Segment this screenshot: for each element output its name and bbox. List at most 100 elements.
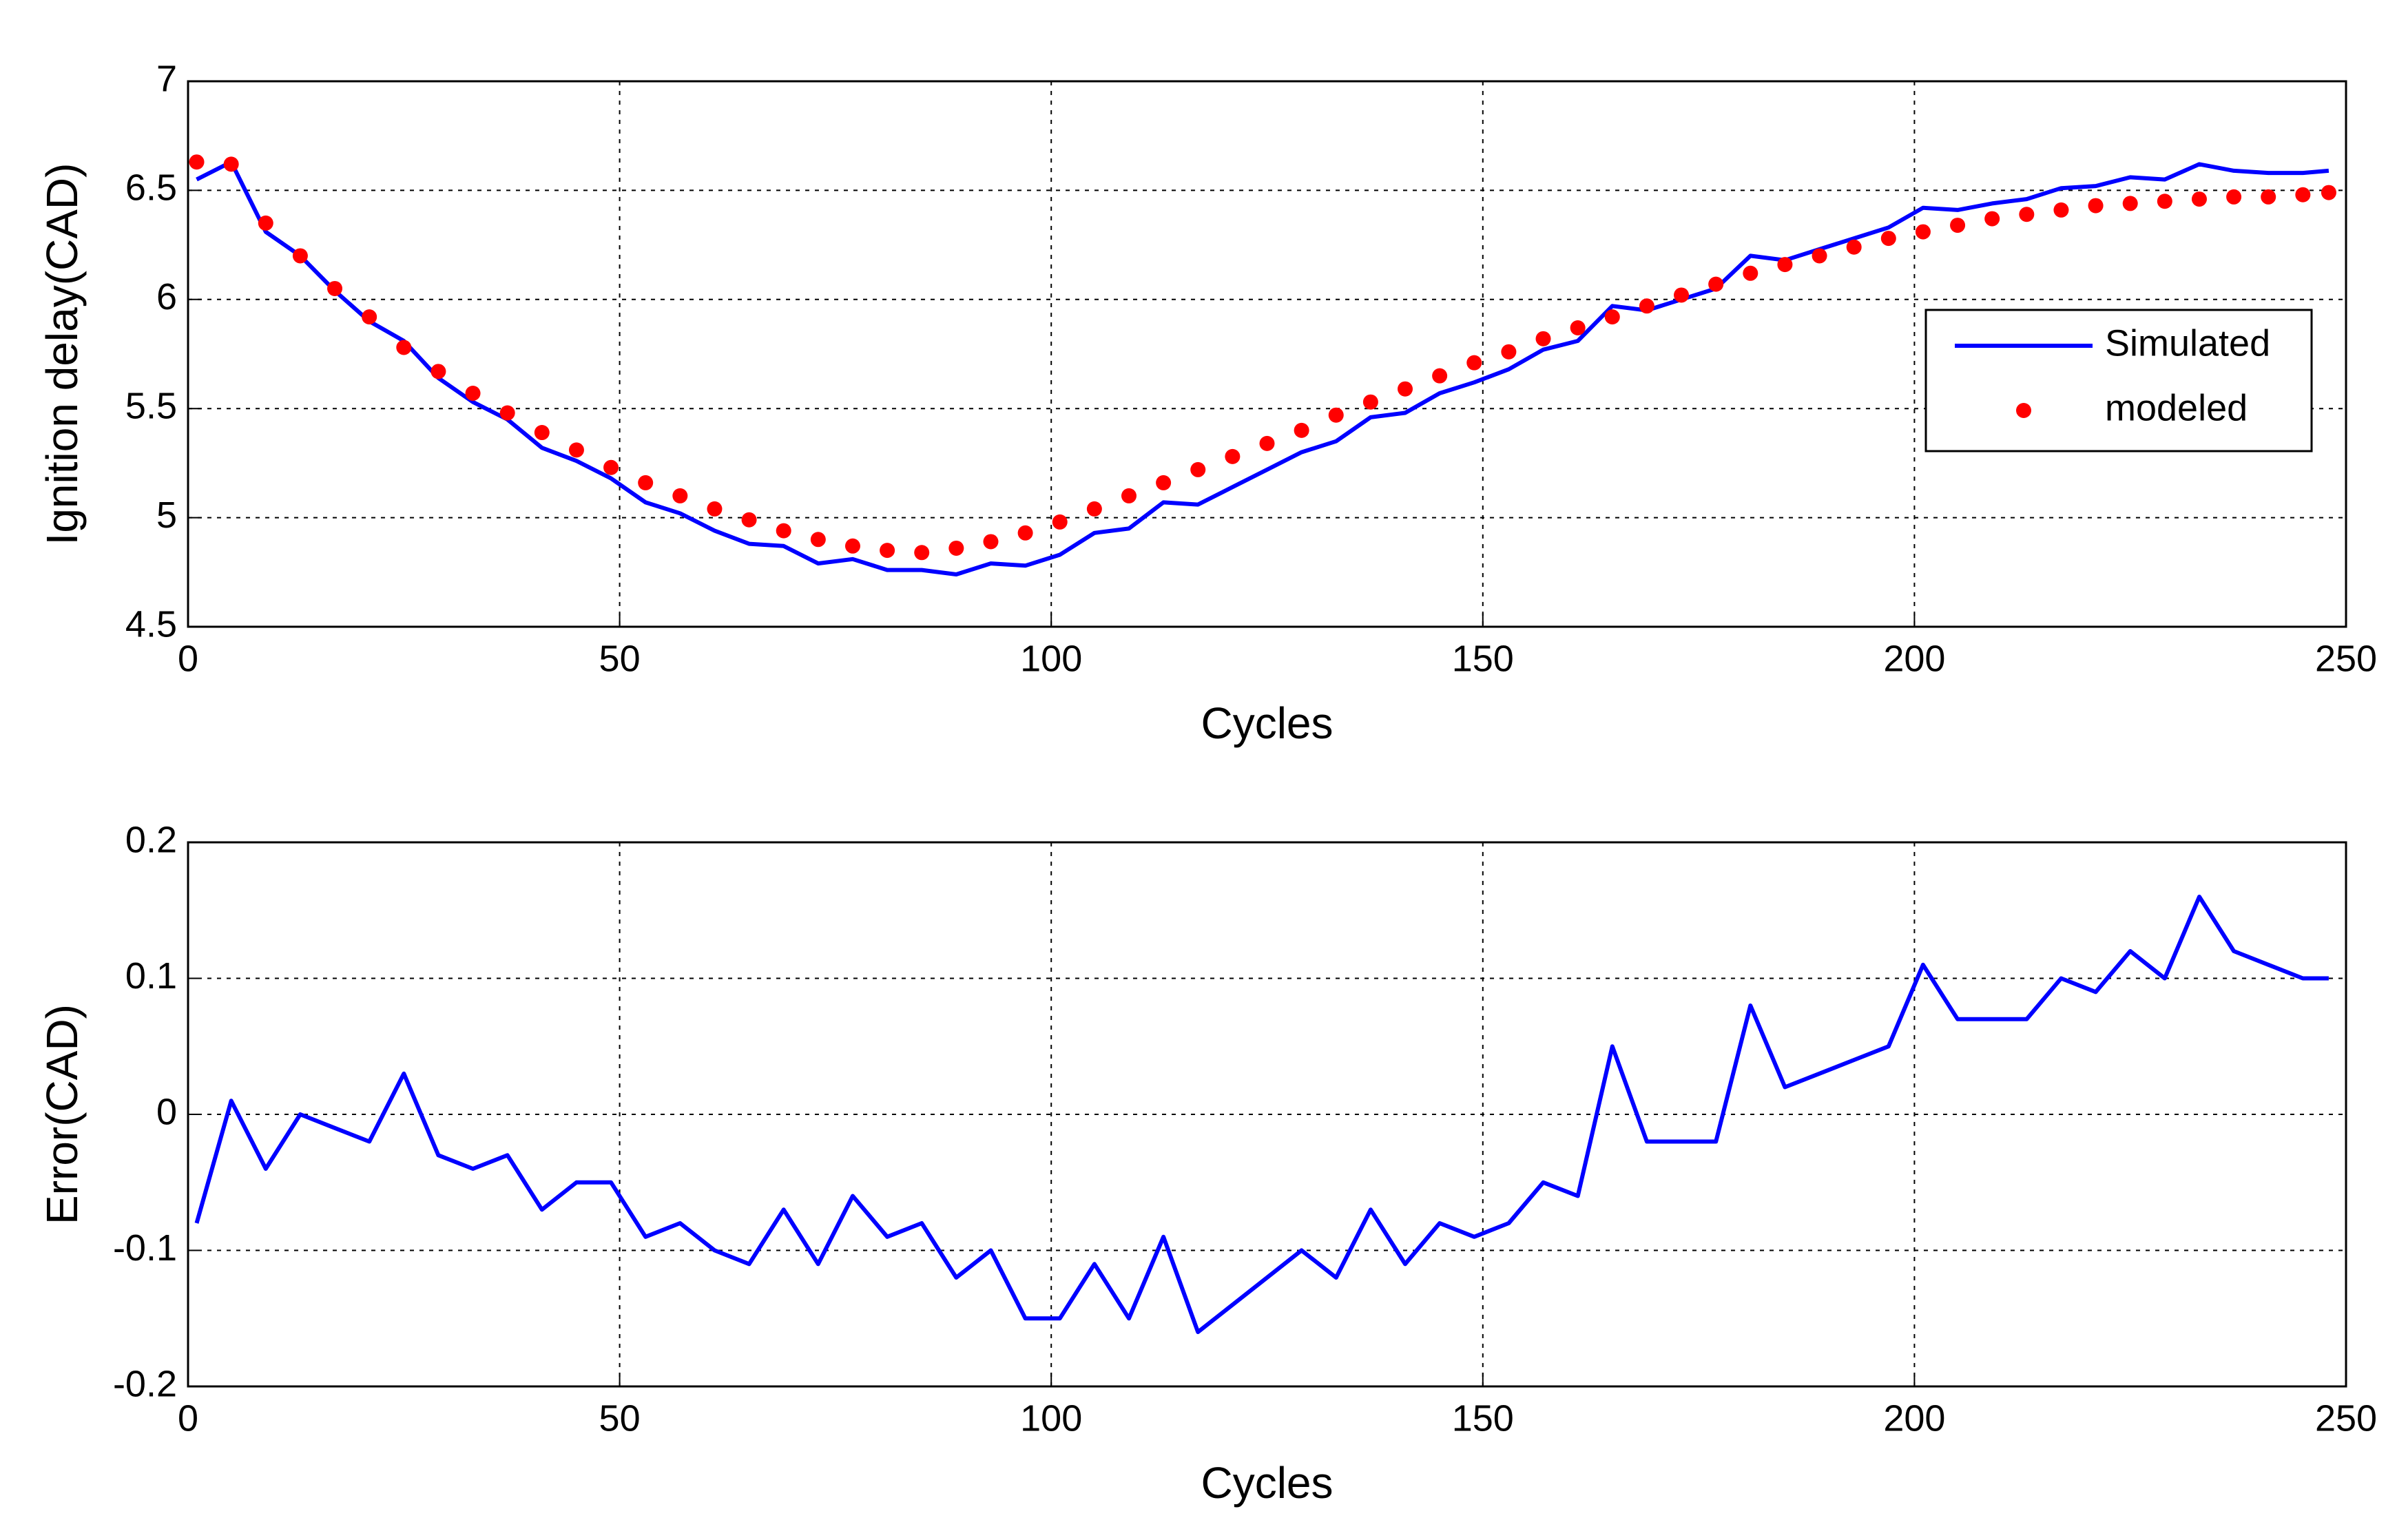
x-tick-label: 200 xyxy=(1883,1397,1945,1439)
y-axis-label: Ignition delay(CAD) xyxy=(37,163,87,545)
marker xyxy=(1259,435,1275,451)
marker xyxy=(1398,381,1413,397)
marker xyxy=(1294,422,1309,438)
plot-frame xyxy=(187,80,2347,628)
marker xyxy=(1984,211,2000,227)
marker xyxy=(1812,248,1827,264)
marker xyxy=(1950,218,1966,233)
marker xyxy=(810,532,826,548)
marker xyxy=(844,538,860,554)
marker xyxy=(292,248,308,264)
marker xyxy=(603,459,619,475)
marker xyxy=(2261,189,2276,205)
legend-label: Simulated xyxy=(2105,322,2270,364)
marker xyxy=(1639,298,1654,314)
y-tick-label: 0.2 xyxy=(125,819,177,860)
marker xyxy=(327,280,343,296)
marker xyxy=(258,215,273,231)
y-tick-label: 6.5 xyxy=(125,167,177,209)
y-tick-label: 5 xyxy=(156,495,177,536)
marker xyxy=(2191,191,2207,207)
marker xyxy=(534,425,550,441)
marker xyxy=(880,543,895,559)
x-tick-label: 250 xyxy=(2315,638,2377,679)
legend-box xyxy=(1924,309,2313,452)
marker xyxy=(2019,207,2035,222)
marker xyxy=(1880,231,1896,247)
y-tick-label: 0.1 xyxy=(125,955,177,997)
marker xyxy=(1915,224,1931,240)
marker xyxy=(362,309,377,325)
marker xyxy=(1743,265,1758,281)
y-axis-label: Error(CAD) xyxy=(37,1004,87,1225)
marker xyxy=(1017,525,1033,541)
marker xyxy=(499,405,515,421)
marker xyxy=(568,442,584,458)
marker xyxy=(741,512,757,528)
legend-swatch xyxy=(2016,403,2031,418)
marker xyxy=(465,386,481,402)
marker xyxy=(1535,331,1551,346)
marker xyxy=(948,540,964,556)
y-tick-label: 6 xyxy=(156,276,177,318)
marker xyxy=(2321,185,2336,200)
marker xyxy=(1362,394,1378,410)
marker xyxy=(707,501,723,517)
x-tick-label: 100 xyxy=(1020,638,1082,679)
x-tick-label: 200 xyxy=(1883,638,1945,679)
marker xyxy=(189,154,205,170)
x-axis-label: Cycles xyxy=(1201,1458,1333,1508)
legend-label: modeled xyxy=(2105,387,2248,428)
marker xyxy=(430,364,446,379)
marker xyxy=(638,475,654,490)
marker xyxy=(1328,407,1344,423)
line xyxy=(196,160,2329,576)
marker xyxy=(396,340,412,355)
y-tick-label: 5.5 xyxy=(125,385,177,426)
marker xyxy=(1708,276,1724,292)
marker xyxy=(1501,344,1517,360)
line xyxy=(194,895,2329,1334)
marker xyxy=(1432,368,1448,384)
x-tick-label: 250 xyxy=(2315,1397,2377,1439)
marker xyxy=(1466,355,1482,371)
marker xyxy=(2226,189,2242,205)
marker xyxy=(776,523,791,539)
x-axis-label: Cycles xyxy=(1201,698,1333,748)
x-tick-label: 150 xyxy=(1452,638,1514,679)
marker xyxy=(2295,187,2311,202)
x-tick-label: 150 xyxy=(1452,1397,1514,1439)
marker xyxy=(1052,514,1068,530)
marker xyxy=(672,488,688,503)
marker xyxy=(1190,461,1206,477)
plot-frame xyxy=(187,841,2347,1388)
marker xyxy=(1086,501,1102,517)
marker xyxy=(223,156,239,172)
marker xyxy=(2053,202,2069,218)
y-tick-label: -0.2 xyxy=(113,1363,177,1404)
marker xyxy=(983,534,999,550)
y-tick-label: 4.5 xyxy=(125,603,177,645)
x-tick-label: 0 xyxy=(178,638,198,679)
marker xyxy=(1121,488,1137,503)
marker xyxy=(1777,257,1793,273)
marker xyxy=(1674,287,1690,303)
marker xyxy=(1604,309,1620,325)
x-tick-label: 0 xyxy=(178,1397,198,1439)
marker xyxy=(1846,239,1862,255)
y-tick-label: -0.1 xyxy=(113,1227,177,1269)
marker xyxy=(914,545,930,561)
y-tick-label: 7 xyxy=(156,58,177,99)
marker xyxy=(2157,194,2172,209)
marker xyxy=(2088,198,2104,214)
x-tick-label: 50 xyxy=(599,638,641,679)
marker xyxy=(1156,475,1172,490)
y-tick-label: 0 xyxy=(156,1091,177,1132)
x-tick-label: 50 xyxy=(599,1397,641,1439)
marker xyxy=(2122,196,2138,211)
marker xyxy=(1225,448,1241,464)
x-tick-label: 100 xyxy=(1020,1397,1082,1439)
